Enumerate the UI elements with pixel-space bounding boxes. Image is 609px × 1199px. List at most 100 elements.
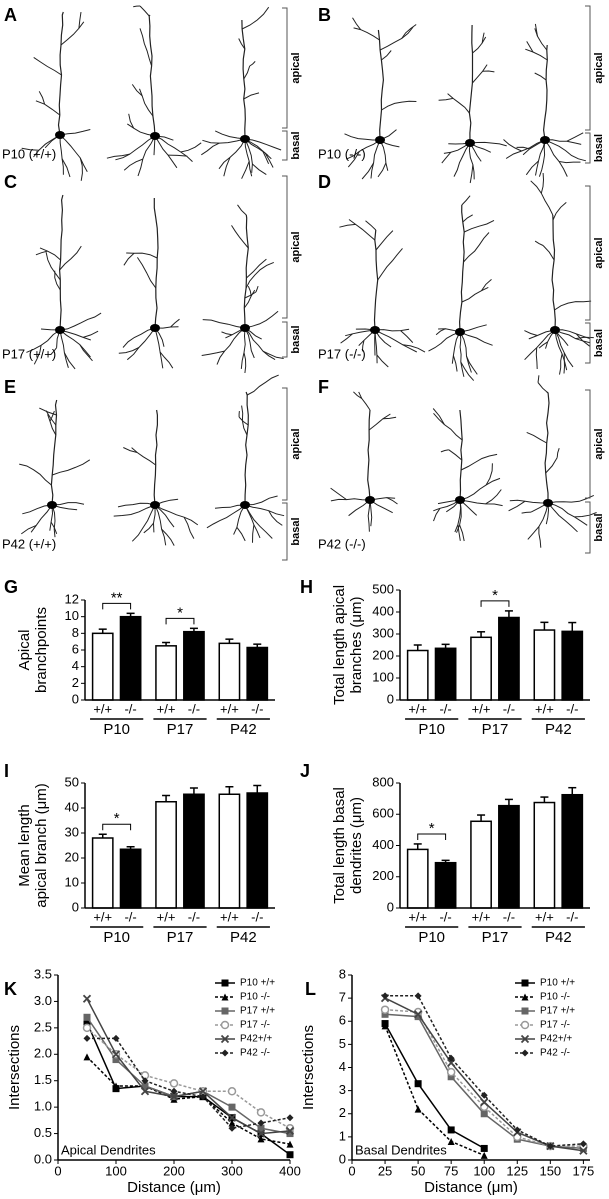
dendrite xyxy=(428,331,461,352)
dendrite xyxy=(381,50,392,61)
marker xyxy=(521,979,529,987)
bar xyxy=(91,632,114,701)
dendrite xyxy=(440,449,449,453)
dendrite xyxy=(386,497,398,505)
dendrite xyxy=(575,333,591,347)
dendrite xyxy=(131,504,156,542)
marker xyxy=(447,1138,455,1145)
genotype-label: P17 (-/-) xyxy=(318,346,366,361)
apical-trunk xyxy=(373,229,379,331)
dendrite xyxy=(402,344,426,353)
dendrite xyxy=(554,300,592,311)
dendrite xyxy=(19,463,52,486)
basal-label: basal xyxy=(290,517,302,545)
dendrite xyxy=(534,72,547,81)
basal-label: basal xyxy=(593,513,605,541)
dendrite xyxy=(345,139,381,160)
dendrite xyxy=(516,146,530,150)
dendrite xyxy=(540,172,545,194)
apical-trunk xyxy=(153,198,159,329)
marker xyxy=(286,1114,294,1122)
marker xyxy=(256,1129,266,1138)
dendrite xyxy=(118,347,140,354)
bar xyxy=(246,646,269,701)
y-tick-label: 0 xyxy=(387,899,394,914)
dendrite xyxy=(154,135,178,169)
apical-trunk xyxy=(148,14,156,137)
dendrite xyxy=(461,286,489,303)
marker xyxy=(480,1091,488,1099)
x-tick-label: -/- xyxy=(124,701,136,716)
dendrite xyxy=(574,512,597,518)
dendrite xyxy=(534,28,548,51)
y-tick-label: 0.5 xyxy=(34,1125,52,1140)
bracket xyxy=(585,132,591,164)
dendrite xyxy=(375,230,394,251)
x-tick-label: +/+ xyxy=(157,909,176,924)
panel-letter: A xyxy=(4,5,17,25)
marker xyxy=(414,1105,422,1113)
x-tick-label: +/+ xyxy=(472,701,491,716)
dendrite xyxy=(143,522,154,534)
x-tick-label: -/- xyxy=(439,701,451,716)
marker xyxy=(198,1087,208,1096)
dendrite xyxy=(49,504,54,531)
dendrite xyxy=(538,526,542,548)
series-line xyxy=(86,1056,291,1145)
bar xyxy=(246,792,269,909)
y-tick-label: 0 xyxy=(387,691,394,706)
marker xyxy=(257,1119,265,1127)
significance-label: * xyxy=(114,810,120,827)
y-tick-label: 4 xyxy=(72,658,79,673)
panel-letter: J xyxy=(300,761,310,781)
x-tick-label: 0 xyxy=(54,1163,61,1178)
marker xyxy=(381,992,389,1000)
dendrite xyxy=(547,502,578,533)
significance-bracket xyxy=(480,600,510,607)
dendrite xyxy=(538,139,546,177)
dendrite xyxy=(374,329,378,364)
dendrite xyxy=(249,61,256,67)
soma xyxy=(47,501,57,509)
dendrite xyxy=(50,347,57,355)
marker xyxy=(228,1124,236,1132)
dendrite xyxy=(244,138,253,173)
dendrite xyxy=(244,138,272,160)
bar xyxy=(119,615,142,701)
dendrite xyxy=(459,331,472,373)
dendrite xyxy=(246,374,279,396)
dendrite xyxy=(244,327,255,359)
bar xyxy=(498,616,520,701)
dendrite xyxy=(246,258,267,279)
x-tick-label: +/+ xyxy=(408,701,427,716)
dendrite xyxy=(505,139,546,159)
dendrite xyxy=(575,336,594,340)
marker xyxy=(447,1073,455,1081)
x-group-label: P42 xyxy=(545,721,572,738)
y-axis-title: Intersections xyxy=(300,1025,317,1110)
x-tick-label: 100 xyxy=(473,1163,495,1178)
soma xyxy=(240,135,250,143)
dendrite xyxy=(115,135,156,161)
dendrite xyxy=(461,195,471,206)
dendrite xyxy=(117,502,156,508)
x-tick-label: +/+ xyxy=(220,909,239,924)
marker xyxy=(112,1056,120,1064)
marker xyxy=(285,1126,295,1136)
dendrite xyxy=(339,223,356,228)
dendrite xyxy=(454,499,462,533)
legend-label: P42 -/- xyxy=(240,1048,270,1059)
basal-label: basal xyxy=(290,325,302,353)
dendrite xyxy=(244,138,282,151)
dendrite xyxy=(22,504,53,515)
marker xyxy=(170,1087,178,1095)
dendrite xyxy=(238,416,249,426)
dendrite xyxy=(154,327,164,369)
soma xyxy=(375,136,385,144)
dendrite xyxy=(435,328,446,336)
dendrite xyxy=(241,6,270,30)
dendrite xyxy=(460,453,498,471)
dendrite xyxy=(59,134,64,175)
marker xyxy=(520,1034,530,1044)
dendrite xyxy=(547,494,595,504)
